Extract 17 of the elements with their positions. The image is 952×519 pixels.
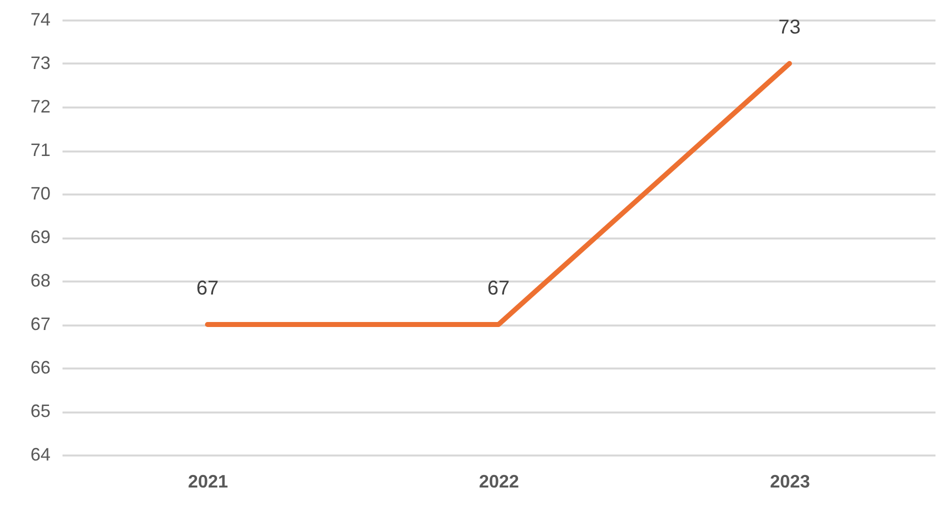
y-tick-label: 72 [30, 96, 50, 116]
x-tick-label: 2021 [188, 472, 228, 492]
y-tick-label: 68 [30, 270, 50, 290]
y-tick-label: 71 [30, 140, 50, 160]
y-tick-label: 70 [30, 184, 50, 204]
x-tick-label: 2022 [478, 472, 520, 492]
data-label: 67 [196, 278, 219, 300]
x-tick-label: 2023 [770, 472, 810, 492]
y-tick-label: 74 [30, 10, 50, 30]
data-label: 67 [487, 278, 510, 300]
y-tick-label: 73 [30, 53, 50, 73]
data-label: 73 [778, 16, 801, 38]
y-tick-label: 64 [30, 444, 50, 464]
y-tick-label: 65 [30, 401, 50, 421]
y-tick-label: 67 [30, 314, 50, 334]
y-tick-label: 69 [30, 227, 50, 247]
y-tick-label: 66 [30, 358, 50, 378]
